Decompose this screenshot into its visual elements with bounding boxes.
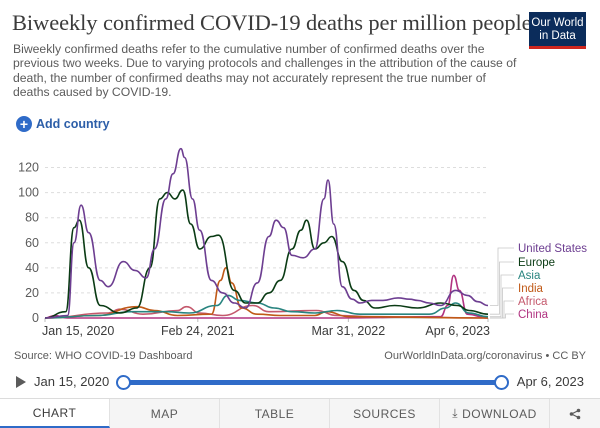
legend-connector [490,247,514,306]
add-country-button[interactable]: + Add country [16,116,110,132]
line-chart: 0 20 40 60 80 100 120 Jan 15, 2020 Feb 24, 2021 M… [18,147,587,338]
timeline-start-label: Jan 15, 2020 [34,374,110,389]
timeline-end-handle[interactable] [494,375,509,390]
series-line-united-states [44,147,489,319]
timeline: Jan 15, 2020 Apr 6, 2023 [14,372,586,392]
y-tick-label: 40 [25,261,39,275]
chart-subtitle: Biweekly confirmed deaths refer to the c… [13,42,517,100]
tab-bar: CHART MAP TABLE SOURCES ⤓ DOWNLOAD [0,398,600,428]
legend-label-africa: Africa [518,296,548,308]
attribution-link[interactable]: OurWorldInData.org/coronavirus • CC BY [384,350,586,362]
y-tick-label: 20 [25,286,39,300]
y-tick-label: 120 [18,161,39,175]
legend-label-china: China [518,309,549,321]
tab-download-label: DOWNLOAD [462,406,537,421]
legend-connector [490,287,514,319]
legend-label-india: India [518,283,544,295]
x-tick-label: Apr 6, 2023 [425,324,490,338]
y-tick-label: 60 [25,236,39,250]
series-line-europe [44,189,489,319]
x-tick-label: Jan 15, 2020 [42,324,114,338]
series-line-asia [44,294,489,319]
timeline-start-handle[interactable] [116,375,131,390]
share-button[interactable] [550,399,600,428]
chart-title: Biweekly confirmed COVID-19 deaths per m… [12,10,532,35]
legend-label-europe: Europe [518,257,555,269]
tab-map[interactable]: MAP [110,399,220,428]
tab-download[interactable]: ⤓ DOWNLOAD [440,399,550,428]
logo-line-1: Our World [531,17,584,29]
legend-label-asia: Asia [518,270,541,282]
play-icon[interactable] [16,376,26,388]
tab-sources[interactable]: SOURCES [330,399,440,428]
timeline-end-label: Apr 6, 2023 [516,374,584,389]
plus-circle-icon: + [16,116,32,132]
tab-table[interactable]: TABLE [220,399,330,428]
legend-connector [490,300,514,319]
tab-chart[interactable]: CHART [0,399,110,428]
owid-logo[interactable]: Our World in Data [529,12,586,49]
timeline-track[interactable] [124,380,502,385]
y-tick-label: 100 [18,186,39,200]
y-tick-label: 80 [25,211,39,225]
source-note: Source: WHO COVID-19 Dashboard [14,350,193,362]
legend-connector [490,261,514,315]
legend-label-united-states: United States [518,243,587,255]
y-tick-label: 0 [32,311,39,325]
x-tick-label: Feb 24, 2021 [161,324,235,338]
download-icon: ⤓ [452,406,459,420]
legend-connector [490,313,514,319]
legend-connector [490,274,514,318]
logo-line-2: in Data [539,30,576,42]
add-country-label: Add country [36,117,110,131]
share-icon [569,408,581,419]
x-tick-label: Mar 31, 2022 [312,324,386,338]
